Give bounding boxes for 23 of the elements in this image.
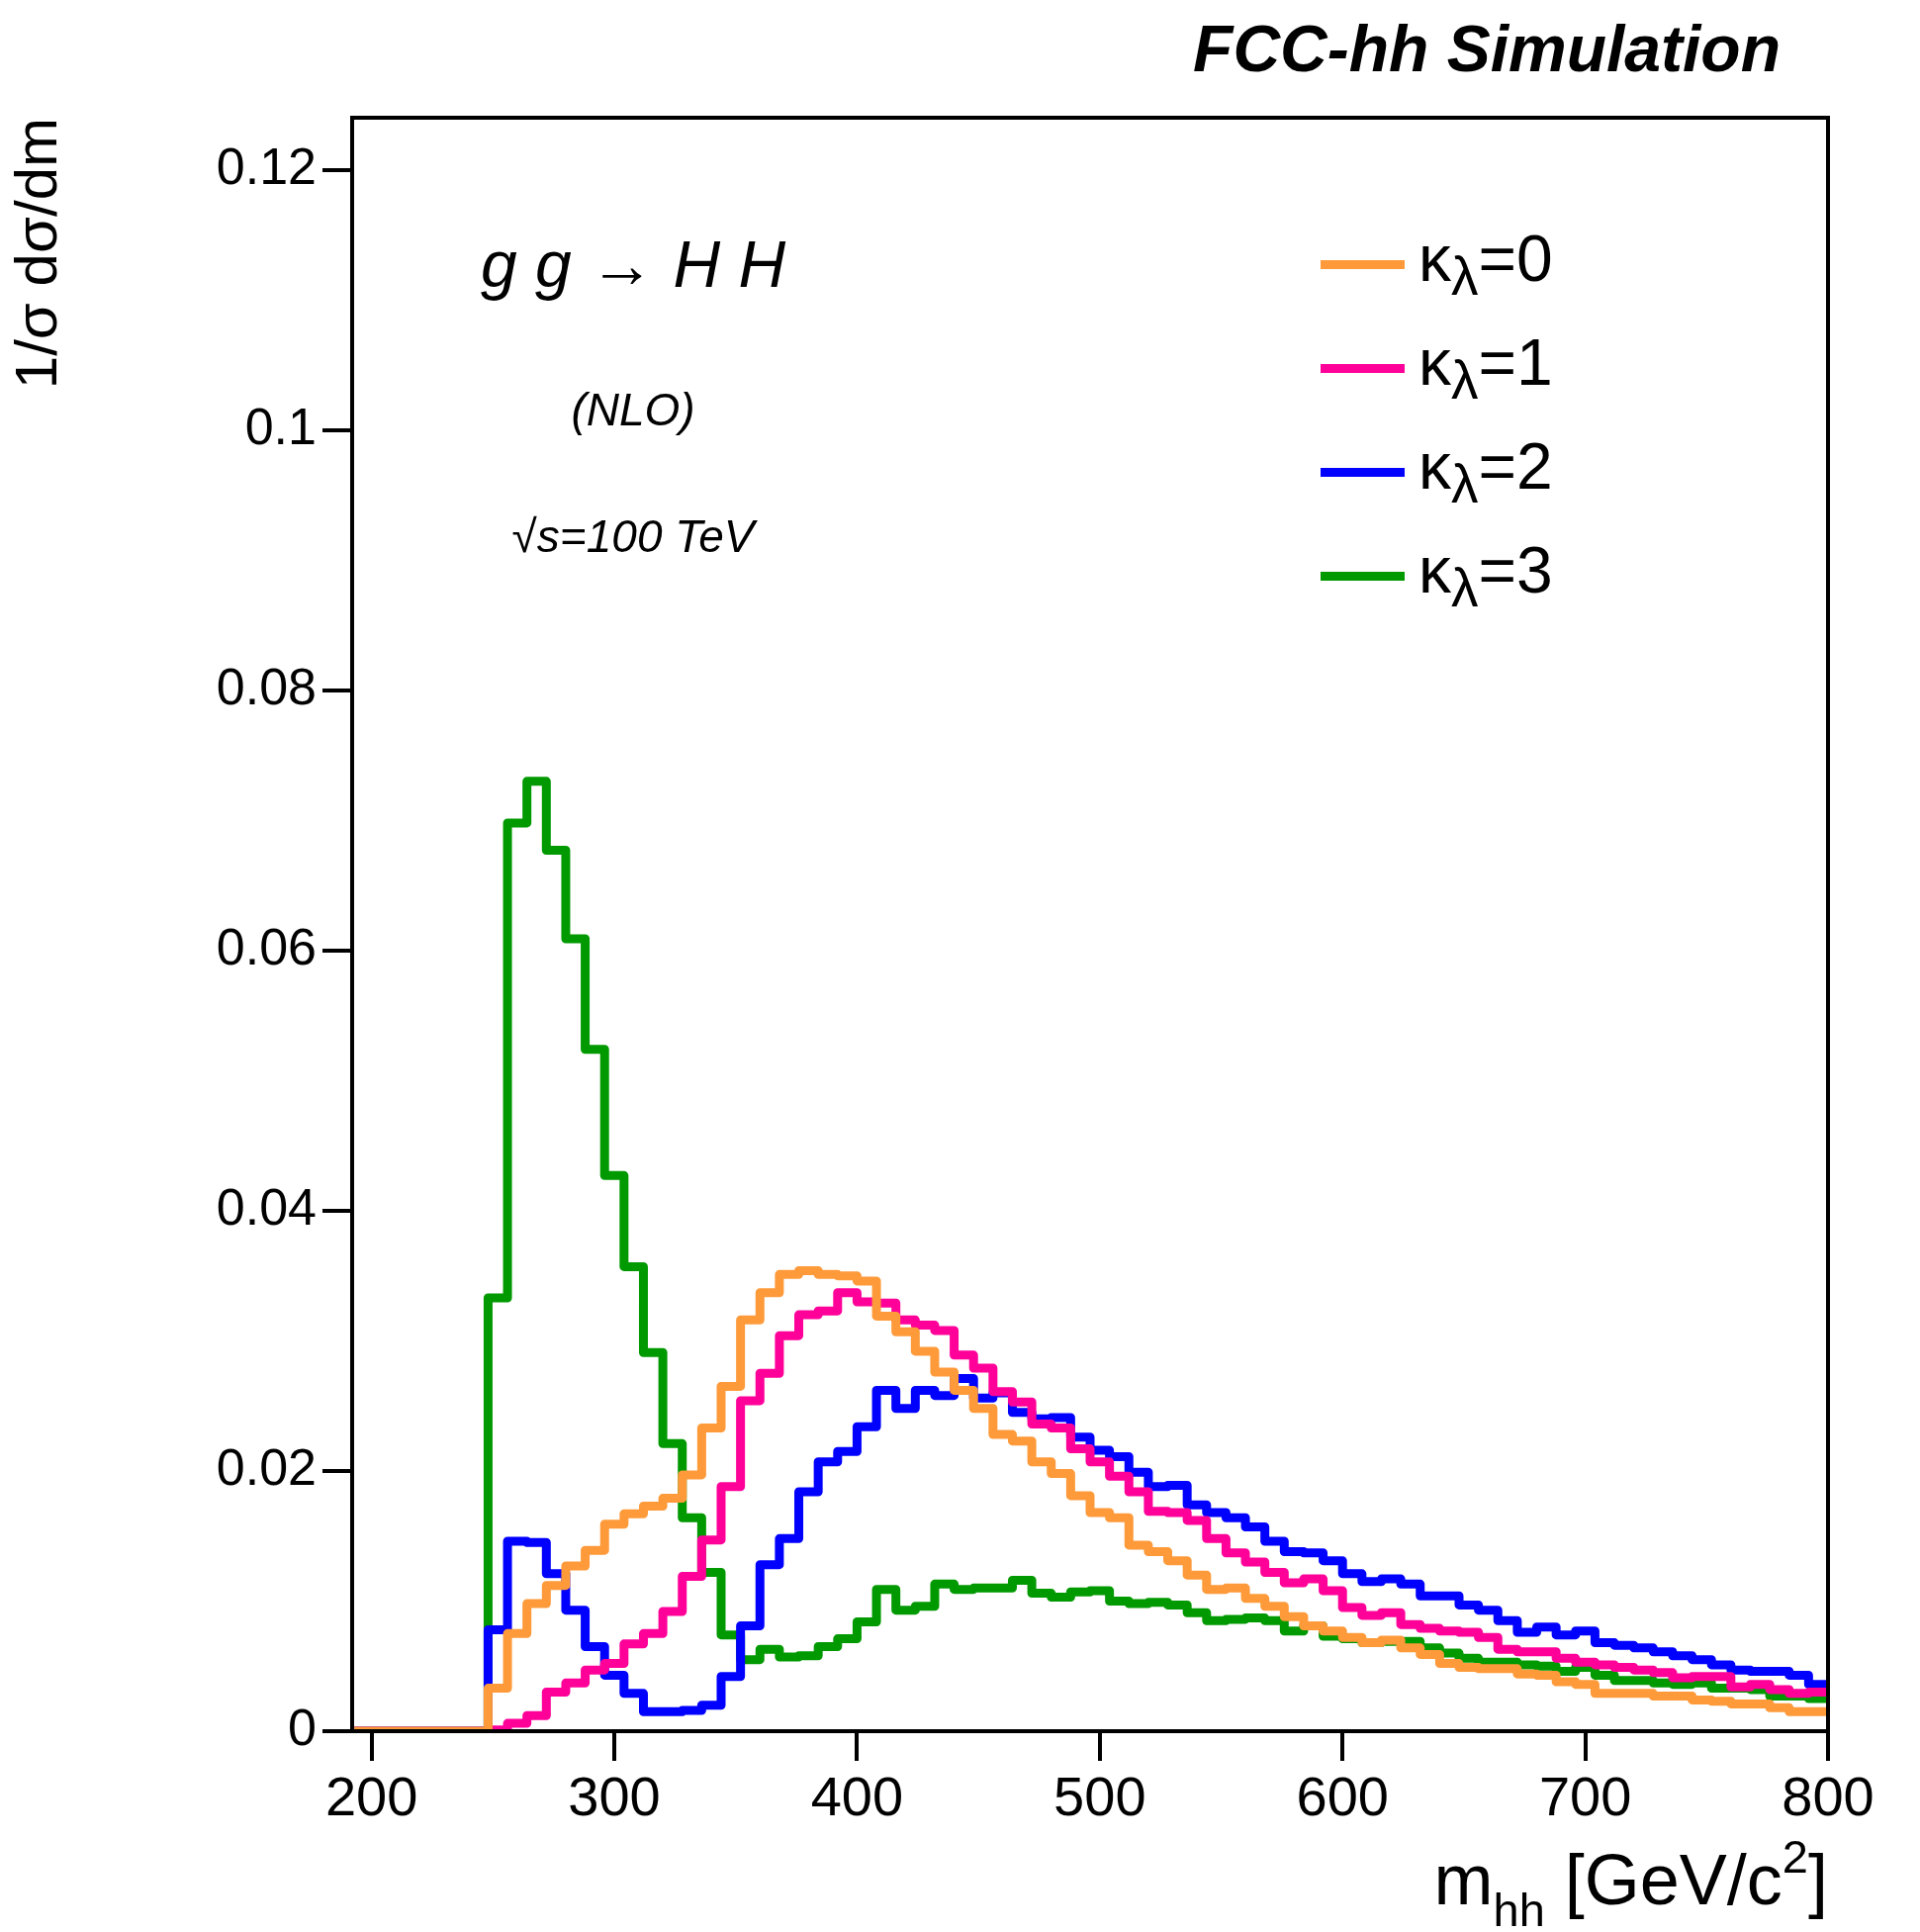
x-tick-label: 400 xyxy=(810,1765,904,1828)
x-tick-label: 700 xyxy=(1538,1765,1632,1828)
y-tick-label: 0.02 xyxy=(216,1438,317,1497)
legend-label: κ$_{λ}$=1 xyxy=(1418,324,1553,413)
x-tick-label: 200 xyxy=(324,1765,418,1828)
legend-label: κ$_{λ}$=0 xyxy=(1418,221,1553,309)
x-tick-label: 300 xyxy=(568,1765,661,1828)
y-axis-title: 1/σ dσ/dm xyxy=(2,118,69,390)
annotation: g g → H H xyxy=(480,228,786,301)
x-tick-label: 600 xyxy=(1296,1765,1389,1828)
y-tick-label: 0.12 xyxy=(216,137,317,195)
chart-title: FCC-hh Simulation xyxy=(1193,12,1781,85)
annotation: (NLO) xyxy=(571,384,695,435)
legend-label: κ$_{λ}$=2 xyxy=(1418,428,1553,516)
x-tick-label: 500 xyxy=(1053,1765,1146,1828)
legend-label: κ$_{λ}$=3 xyxy=(1418,532,1553,620)
y-tick-label: 0.1 xyxy=(244,398,317,456)
y-tick-label: 0.06 xyxy=(216,918,317,976)
annotation: √s=100 TeV xyxy=(511,510,759,562)
y-tick-label: 0.08 xyxy=(216,658,317,716)
y-tick-label: 0 xyxy=(288,1699,317,1757)
x-tick-label: 800 xyxy=(1782,1765,1874,1828)
y-tick-label: 0.04 xyxy=(216,1178,317,1237)
